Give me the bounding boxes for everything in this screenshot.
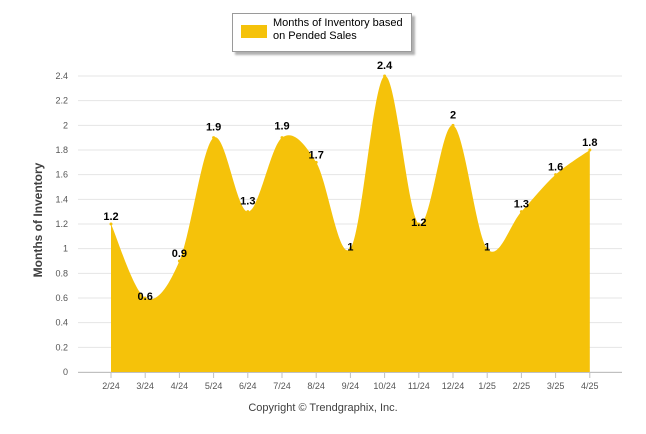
legend[interactable]: Months of Inventory based on Pended Sale… (232, 13, 412, 52)
data-label: 2.4 (377, 60, 393, 72)
x-tick-label: 10/24 (373, 381, 396, 391)
data-point (109, 222, 113, 226)
y-tick-label: 1.2 (55, 219, 68, 229)
y-tick-label: 0.4 (55, 318, 68, 328)
y-tick-label: 2.4 (55, 71, 68, 81)
x-tick-label: 9/24 (342, 381, 360, 391)
y-axis: 0 0.2 0.4 0.6 0.8 1 1.2 1.4 1.6 1.8 2 2.2 2.4 (55, 71, 68, 377)
y-tick-label: 1 (63, 244, 68, 254)
data-point (348, 247, 352, 251)
data-label: 2 (450, 109, 456, 121)
data-point (246, 210, 250, 214)
y-tick-label: 0.8 (55, 268, 68, 278)
x-tick-label: 4/25 (581, 381, 599, 391)
data-label: 1 (347, 242, 353, 254)
area-series (109, 74, 592, 372)
data-label: 0.6 (138, 291, 153, 303)
data-point (588, 148, 592, 152)
data-label: 1.2 (103, 211, 118, 223)
data-point (417, 222, 421, 226)
y-tick-label: 2 (63, 120, 68, 130)
data-label: 0.9 (172, 248, 187, 260)
y-tick-label: 1.8 (55, 145, 68, 155)
y-axis-title: Months of Inventory (31, 162, 45, 278)
data-point (143, 296, 147, 300)
x-tick-label: 1/25 (478, 381, 496, 391)
data-label: 1.3 (514, 199, 529, 211)
x-tick-label: 7/24 (273, 381, 291, 391)
data-point (383, 74, 387, 78)
x-tick-label: 6/24 (239, 381, 257, 391)
y-tick-label: 0.6 (55, 293, 68, 303)
y-tick-label: 0 (63, 367, 68, 377)
data-point (177, 259, 181, 263)
legend-swatch (241, 25, 267, 38)
data-label: 1.9 (274, 121, 289, 133)
x-tick-label: 3/25 (547, 381, 565, 391)
data-point (314, 160, 318, 164)
data-point (451, 123, 455, 127)
legend-label: Months of Inventory based on Pended Sale… (273, 17, 403, 42)
x-tick-label: 8/24 (307, 381, 325, 391)
data-label: 1 (484, 242, 490, 254)
area-fill (111, 75, 590, 372)
x-tick-label: 5/24 (205, 381, 223, 391)
y-tick-label: 1.6 (55, 170, 68, 180)
x-tick-label: 12/24 (442, 381, 465, 391)
data-point (485, 247, 489, 251)
x-tick-label: 2/24 (102, 381, 120, 391)
data-point (554, 173, 558, 177)
data-label: 1.8 (582, 137, 597, 149)
x-tick-label: 4/24 (171, 381, 189, 391)
y-tick-label: 1.4 (55, 194, 68, 204)
data-point (519, 210, 523, 214)
data-labels: 1.2 0.6 0.9 1.9 1.3 1.9 1.7 1 2.4 1.2 2 1 1.3 1.6 1.8 (103, 60, 597, 303)
x-axis: 2/24 3/24 4/24 5/24 6/24 7/24 8/24 9/24 10/24 11/… (78, 372, 622, 391)
data-point (280, 136, 284, 140)
data-point (212, 136, 216, 140)
data-label: 1.9 (206, 122, 221, 134)
copyright-text: Copyright © Trendgraphix, Inc. (248, 402, 398, 414)
data-label: 1.3 (240, 196, 255, 208)
x-tick-label: 11/24 (408, 381, 430, 391)
data-label: 1.7 (309, 149, 324, 161)
y-tick-label: 0.2 (55, 342, 68, 352)
y-tick-label: 2.2 (55, 96, 68, 106)
x-tick-label: 3/24 (136, 381, 154, 391)
data-label: 1.6 (548, 162, 563, 174)
x-tick-label: 2/25 (513, 381, 531, 391)
data-label: 1.2 (411, 217, 426, 229)
